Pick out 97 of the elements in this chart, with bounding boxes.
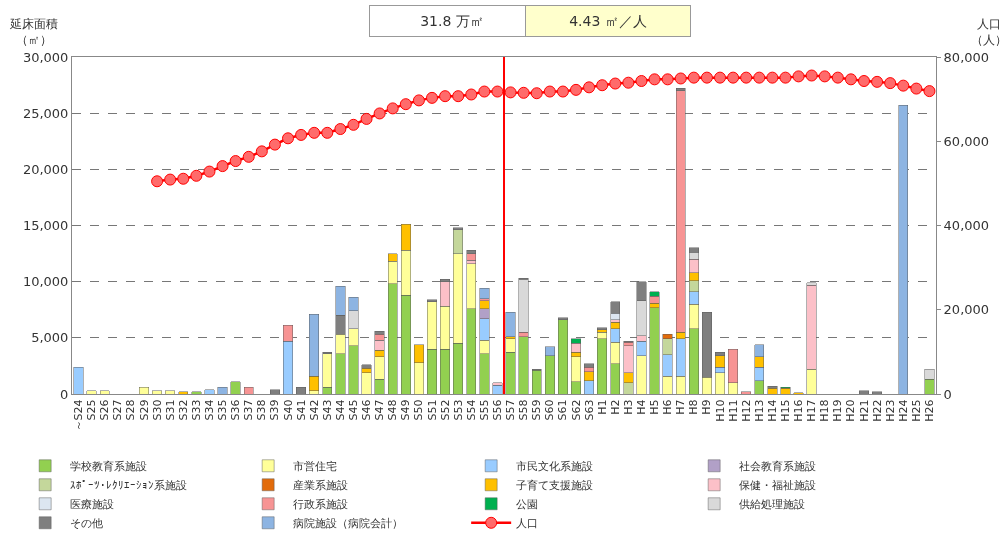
x-tick-label: H20 bbox=[844, 399, 858, 422]
legend-label: その他 bbox=[70, 517, 104, 531]
x-tick-label: H5 bbox=[648, 399, 662, 415]
y-tick-label: 5,000 bbox=[31, 330, 69, 346]
legend-label: 医療施設 bbox=[70, 498, 115, 512]
legend-label: 行政系施設 bbox=[293, 498, 349, 512]
x-tick-label: S32 bbox=[176, 399, 190, 421]
y-tick-label: 30,000 bbox=[22, 49, 69, 65]
x-tick-label: S43 bbox=[320, 399, 334, 421]
x-tick-label: H15 bbox=[779, 399, 793, 422]
legend-label: 産業系施設 bbox=[293, 479, 349, 493]
x-tick-label: H19 bbox=[831, 399, 845, 422]
x-tick-label: H26 bbox=[923, 399, 937, 422]
x-tick-label: H1 bbox=[595, 399, 609, 415]
x-tick-label: S51 bbox=[425, 399, 439, 421]
x-tick-label: H12 bbox=[739, 399, 753, 422]
x-tick-label: H14 bbox=[765, 399, 779, 422]
x-tick-label: H10 bbox=[713, 399, 727, 422]
x-tick-label: S31 bbox=[163, 399, 177, 421]
x-tick-label: S27 bbox=[111, 399, 125, 421]
legend-label: 人口 bbox=[516, 517, 539, 531]
legend-label: 市営住宅 bbox=[293, 460, 338, 474]
x-tick-label: S33 bbox=[189, 399, 203, 421]
x-tick-label: S50 bbox=[412, 399, 426, 421]
x-tick-label: H3 bbox=[621, 399, 635, 415]
x-tick-label: S42 bbox=[307, 399, 321, 421]
x-tick-label: S29 bbox=[137, 399, 151, 421]
x-tick-label: S34 bbox=[203, 399, 217, 421]
x-tick-label: S63 bbox=[582, 399, 596, 421]
x-tick-label: S26 bbox=[98, 399, 112, 421]
x-tick-label: H16 bbox=[792, 399, 806, 422]
x-tick-label: S37 bbox=[242, 399, 256, 421]
x-tick-label: S44 bbox=[333, 399, 347, 421]
x-tick-label: S58 bbox=[517, 399, 531, 421]
y-tick-label: 20,000 bbox=[22, 161, 69, 177]
y2-tick-label: 40,000 bbox=[943, 218, 990, 234]
x-tick-label: S60 bbox=[543, 399, 557, 421]
y2-tick-label: 20,000 bbox=[943, 302, 990, 318]
x-tick-label: H6 bbox=[661, 399, 675, 415]
y2-axis-title: 人口（人） bbox=[971, 17, 1005, 47]
x-tick-label: H9 bbox=[700, 399, 714, 415]
legend-label: 供給処理施設 bbox=[739, 498, 806, 512]
x-tick-label: S61 bbox=[556, 399, 570, 421]
x-tick-label: S53 bbox=[451, 399, 465, 421]
legend-label: 子育て支援施設 bbox=[516, 479, 594, 493]
x-tick-label: H21 bbox=[857, 399, 871, 422]
x-tick-label: H13 bbox=[752, 399, 766, 422]
x-tick-label: S45 bbox=[347, 399, 361, 421]
x-tick-label: H18 bbox=[818, 399, 832, 422]
x-tick-label: ～S24 bbox=[72, 399, 86, 432]
x-tick-label: S54 bbox=[464, 399, 478, 421]
x-tick-label: H4 bbox=[635, 399, 649, 415]
x-tick-label: S49 bbox=[399, 399, 413, 421]
x-tick-label: S41 bbox=[294, 399, 308, 421]
x-tick-label: H7 bbox=[674, 399, 688, 415]
legend-label: 保健・福祉施設 bbox=[739, 479, 817, 493]
x-tick-label: H25 bbox=[909, 399, 923, 422]
y-tick-label: 10,000 bbox=[22, 274, 69, 290]
x-tick-label: H8 bbox=[687, 399, 701, 415]
x-tick-label: H23 bbox=[883, 399, 897, 422]
y2-tick-label: 0 bbox=[943, 386, 952, 402]
x-tick-label: S47 bbox=[373, 399, 387, 421]
x-tick-label: S48 bbox=[386, 399, 400, 421]
y-tick-label: 0 bbox=[60, 386, 69, 402]
x-tick-label: S59 bbox=[530, 399, 544, 421]
x-tick-label: S46 bbox=[360, 399, 374, 421]
x-tick-label: S62 bbox=[569, 399, 583, 421]
legend-label: 学校教育系施設 bbox=[70, 460, 148, 474]
x-tick-label: H22 bbox=[870, 399, 884, 422]
x-tick-label: S36 bbox=[229, 399, 243, 421]
x-tick-label: S39 bbox=[268, 399, 282, 421]
x-tick-label: S56 bbox=[491, 399, 505, 421]
y-tick-label: 25,000 bbox=[22, 105, 69, 121]
x-tick-label: H2 bbox=[608, 399, 622, 415]
x-tick-label: S52 bbox=[438, 399, 452, 421]
legend-label: 公園 bbox=[516, 498, 539, 512]
x-tick-label: S57 bbox=[504, 399, 518, 421]
x-tick-label: S28 bbox=[124, 399, 138, 421]
y-axis-title: 延床面積（㎡） bbox=[9, 17, 58, 47]
x-tick-label: H11 bbox=[726, 399, 740, 422]
x-tick-label: S25 bbox=[85, 399, 99, 421]
legend-label: 市民文化系施設 bbox=[516, 460, 594, 474]
x-tick-label: H24 bbox=[896, 399, 910, 422]
x-tick-label: S38 bbox=[255, 399, 269, 421]
x-tick-label: S40 bbox=[281, 399, 295, 421]
x-tick-label: H17 bbox=[805, 399, 819, 422]
legend-label: ｽﾎﾟｰﾂ･ﾚｸﾘｴｰｼｮﾝ系施設 bbox=[70, 479, 188, 493]
legend-label: 病院施設（病院会計） bbox=[293, 517, 404, 531]
x-tick-label: S35 bbox=[216, 399, 230, 421]
y2-tick-label: 80,000 bbox=[943, 49, 990, 65]
x-tick-label: S55 bbox=[477, 399, 491, 421]
x-tick-label: S30 bbox=[150, 399, 164, 421]
legend-label: 社会教育系施設 bbox=[739, 460, 817, 474]
y-tick-label: 15,000 bbox=[22, 218, 69, 234]
text: 4.43 ㎡／人 bbox=[569, 13, 647, 29]
y2-tick-label: 60,000 bbox=[943, 133, 990, 149]
text: 31.8 万㎡ bbox=[420, 13, 484, 29]
